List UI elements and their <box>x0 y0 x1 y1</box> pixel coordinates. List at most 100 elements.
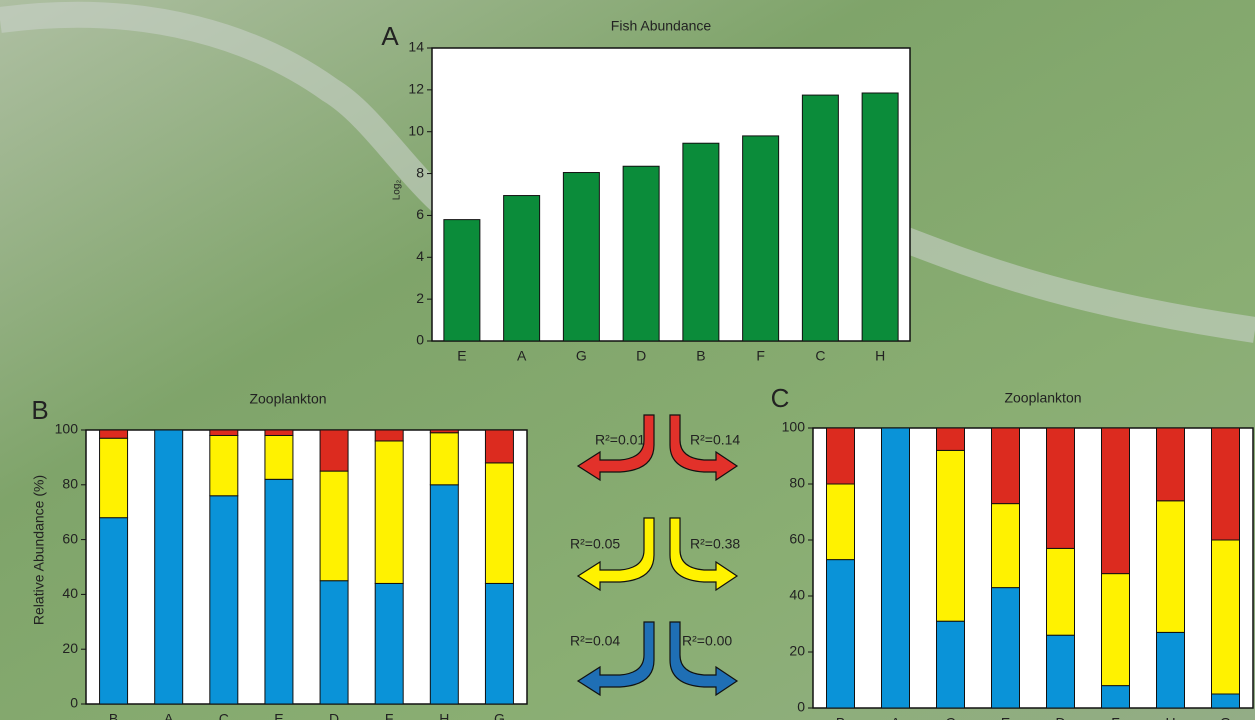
y-tick-label: 20 <box>789 643 805 659</box>
y-axis-label: Log₂ <box>392 180 403 201</box>
x-tick-label: H <box>875 348 885 364</box>
x-tick-label: D <box>329 711 339 720</box>
bar-segment <box>430 485 458 704</box>
x-tick-label: F <box>385 711 394 720</box>
bar-segment <box>1157 428 1185 501</box>
y-tick-label: 40 <box>789 587 805 603</box>
y-tick-label: 2 <box>416 290 424 306</box>
bar-segment <box>1212 694 1240 708</box>
bar-segment <box>1047 635 1075 708</box>
y-tick-label: 8 <box>416 164 424 180</box>
bar-segment <box>485 583 513 704</box>
bar-segment <box>210 430 238 435</box>
bar-segment <box>155 430 183 704</box>
x-tick-label: G <box>494 711 505 720</box>
x-tick-label: A <box>517 348 527 364</box>
y-tick-label: 12 <box>408 81 424 97</box>
chart-title: Zooplankton <box>249 391 326 407</box>
bar-segment <box>265 435 293 479</box>
y-tick-label: 10 <box>408 122 424 138</box>
y-axis-label: Relative Abundance (%) <box>31 475 47 625</box>
bar-segment <box>827 484 855 560</box>
x-tick-label: C <box>945 715 955 720</box>
bar-segment <box>320 471 348 581</box>
bar-segment <box>485 430 513 463</box>
bar-segment <box>1212 428 1240 540</box>
y-tick-label: 80 <box>789 475 805 491</box>
y-tick-label: 6 <box>416 206 424 222</box>
annotation: R²=0.14 <box>690 432 740 448</box>
panel-letter: C <box>771 383 790 413</box>
chart-title: Fish Abundance <box>611 18 712 34</box>
x-tick-label: E <box>1001 715 1010 720</box>
annotation: R²=0.38 <box>690 536 740 552</box>
bar-segment <box>375 441 403 583</box>
bar-segment <box>265 430 293 435</box>
annotation: R²=0.04 <box>570 633 620 649</box>
bar-segment <box>992 588 1020 708</box>
bar-segment <box>210 496 238 704</box>
y-tick-label: 80 <box>62 476 78 492</box>
bar-segment <box>992 428 1020 504</box>
x-tick-label: H <box>439 711 449 720</box>
x-tick-label: D <box>1055 715 1065 720</box>
plot-area <box>813 428 1253 708</box>
bar-segment <box>1157 632 1185 708</box>
bar-segment <box>937 621 965 708</box>
bar-segment <box>1102 574 1130 686</box>
y-tick-label: 4 <box>416 248 424 264</box>
x-tick-label: E <box>274 711 283 720</box>
bar-segment <box>100 438 128 517</box>
y-tick-label: 14 <box>408 39 424 55</box>
annotation: R²=0.01 <box>595 432 645 448</box>
bar <box>802 95 838 341</box>
x-tick-label: C <box>815 348 825 364</box>
bar-segment <box>1212 540 1240 694</box>
x-tick-label: B <box>109 711 118 720</box>
bar <box>504 196 540 341</box>
bar <box>444 220 480 341</box>
x-tick-label: A <box>164 711 174 720</box>
panel-letter: B <box>31 395 48 425</box>
bar <box>743 136 779 341</box>
bar-segment <box>1157 501 1185 633</box>
chart-title: Zooplankton <box>1004 390 1081 406</box>
bar-segment <box>827 560 855 708</box>
bar-segment <box>937 450 965 621</box>
bar-segment <box>827 428 855 484</box>
x-tick-label: E <box>457 348 466 364</box>
y-tick-label: 0 <box>797 699 805 715</box>
bar-segment <box>320 430 348 471</box>
bar-segment <box>430 433 458 485</box>
annotation: R²=0.00 <box>682 633 732 649</box>
bar-segment <box>375 430 403 441</box>
y-tick-label: 60 <box>789 531 805 547</box>
panel-letter: A <box>381 21 399 51</box>
bar-segment <box>1102 428 1130 574</box>
y-tick-label: 60 <box>62 530 78 546</box>
y-tick-label: 40 <box>62 585 78 601</box>
bar-segment <box>430 430 458 433</box>
bar-segment <box>1047 548 1075 635</box>
x-tick-label: D <box>636 348 646 364</box>
bar <box>683 143 719 341</box>
bar <box>862 93 898 341</box>
bar <box>563 173 599 341</box>
x-tick-label: B <box>836 715 845 720</box>
bar-segment <box>937 428 965 450</box>
bar-segment <box>210 435 238 495</box>
x-tick-label: F <box>1111 715 1120 720</box>
bar-segment <box>100 430 128 438</box>
x-tick-label: C <box>219 711 229 720</box>
y-tick-label: 20 <box>62 640 78 656</box>
y-tick-label: 0 <box>70 695 78 711</box>
x-tick-label: B <box>696 348 705 364</box>
plot-area <box>86 430 527 704</box>
bar-segment <box>1047 428 1075 548</box>
bar-segment <box>485 463 513 584</box>
y-tick-label: 0 <box>416 332 424 348</box>
y-tick-label: 100 <box>55 421 79 437</box>
bar-segment <box>882 428 910 708</box>
x-tick-label: G <box>1220 715 1231 720</box>
bar-segment <box>375 583 403 704</box>
